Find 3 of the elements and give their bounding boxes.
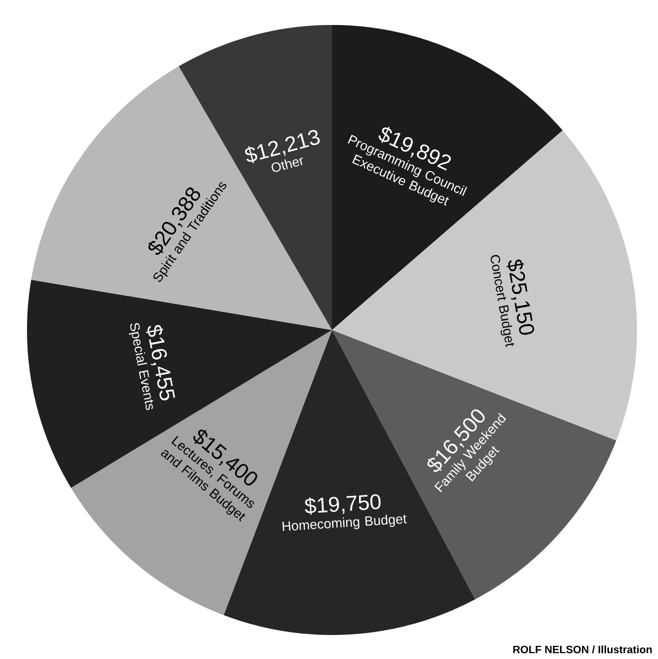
text: ROLF NELSON / Illustration <box>513 645 652 654</box>
slice-label: Homecoming Budget <box>282 514 407 531</box>
data-label: $19,750 <box>304 494 381 515</box>
